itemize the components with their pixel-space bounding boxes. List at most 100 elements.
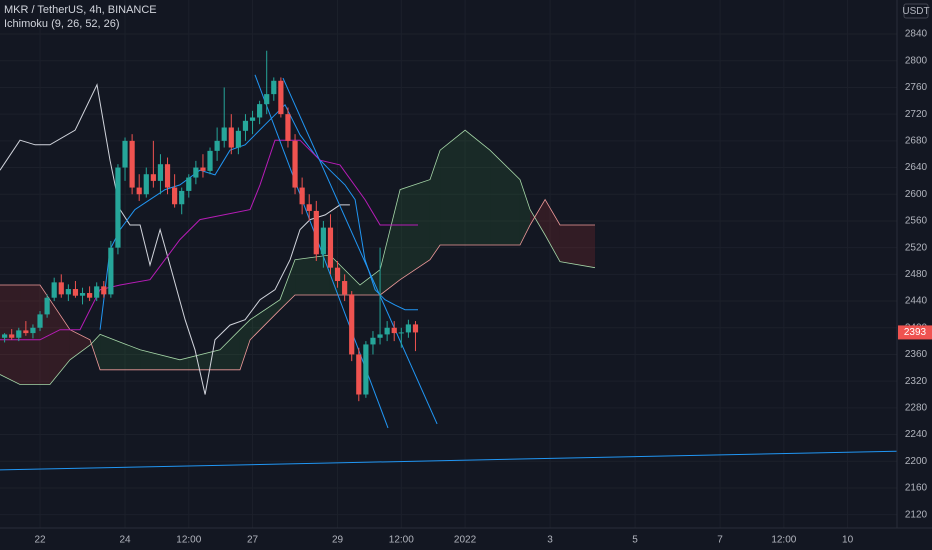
y-tick-label: 2360 (905, 349, 928, 360)
candle-body (242, 120, 249, 131)
candle-body (179, 190, 185, 205)
y-tick-label: 2720 (905, 109, 928, 120)
candle-body (150, 174, 156, 181)
candle-body (87, 293, 93, 298)
candle-body (235, 130, 241, 148)
x-tick-label: 24 (119, 535, 131, 546)
last-price-label: 2393 (904, 327, 927, 338)
candle-body (122, 140, 128, 168)
candle-body (72, 289, 79, 296)
candle-body (79, 293, 86, 296)
candle-body (271, 80, 277, 95)
candle-body (207, 150, 213, 171)
candle-body (143, 174, 149, 195)
candle-body (115, 167, 121, 248)
candle-body (157, 164, 164, 181)
cloud-segment (530, 199, 546, 235)
candle-body (292, 140, 298, 188)
candle-body (129, 140, 135, 188)
candle-body (136, 187, 142, 195)
candle-body (264, 94, 270, 105)
cloud-segment (545, 199, 560, 262)
candle-body (30, 327, 36, 334)
cloud-segment (20, 285, 41, 385)
x-tick-label: 10 (842, 535, 854, 546)
x-tick-label: 12:00 (771, 535, 796, 546)
indicator-line (0, 139, 418, 341)
y-tick-label: 2640 (905, 162, 928, 173)
y-tick-label: 2680 (905, 135, 928, 146)
cloud-segment (440, 130, 466, 245)
last-price-tag (898, 325, 932, 340)
candle-body (9, 334, 15, 338)
y-tick-label: 2320 (905, 376, 928, 387)
leading-span-a (0, 129, 596, 385)
candle-body (299, 187, 305, 205)
x-tick-label: 12:00 (176, 535, 201, 546)
cloud-segment (219, 329, 240, 370)
candle-body (44, 297, 50, 315)
y-tick-label: 2600 (905, 189, 928, 200)
leading-span-b (0, 198, 595, 371)
candle-body (228, 127, 234, 148)
candle-body (94, 286, 100, 298)
x-tick-label: 22 (34, 535, 46, 546)
candle-body (65, 289, 71, 295)
cloud-segment (295, 254, 330, 296)
candle-body (221, 127, 227, 141)
candle-body (327, 227, 334, 268)
candle-body (193, 167, 199, 178)
cloud-segment (559, 224, 596, 268)
cloud-segment (140, 349, 180, 370)
cloud-segment (239, 319, 251, 370)
cloud-segment (380, 189, 401, 296)
trend-line (282, 77, 438, 425)
y-tick-label: 2480 (905, 269, 928, 280)
y-tick-label: 2280 (905, 402, 928, 413)
y-tick-label: 2800 (905, 55, 928, 66)
candle-body (172, 187, 178, 205)
candle-body (51, 282, 57, 298)
candle-body (2, 334, 8, 338)
candle-body (214, 140, 220, 151)
cloud-segment (465, 130, 491, 245)
x-tick-label: 2022 (454, 535, 477, 546)
y-tick-label: 2160 (905, 483, 928, 494)
cloud-segment (279, 259, 296, 310)
x-tick-label: 27 (247, 535, 259, 546)
x-tick-label: 7 (717, 535, 723, 546)
y-tick-label: 2560 (905, 216, 928, 227)
candle-body (16, 330, 22, 338)
candle-body (363, 344, 369, 395)
candle-body (108, 247, 114, 295)
candle-body (37, 314, 43, 328)
y-tick-label: 2120 (905, 509, 928, 520)
cloud-segment (400, 179, 430, 280)
unit-box (903, 3, 929, 19)
candle-body (164, 164, 171, 188)
candle-body (257, 104, 263, 118)
indicator-line (0, 83, 350, 395)
x-tick-label: 12:00 (389, 535, 414, 546)
candle-body (306, 204, 312, 211)
y-tick-label: 2200 (905, 456, 928, 467)
price-unit: USDT (902, 6, 929, 17)
indicator-title: Ichimoku (9, 26, 52, 26) (4, 18, 120, 30)
candle-body (249, 117, 256, 121)
y-tick-label: 2840 (905, 29, 928, 40)
candle-body (313, 210, 319, 255)
candle-body (398, 332, 404, 334)
candle-body (23, 330, 29, 334)
x-tick-label: 29 (332, 535, 344, 546)
y-tick-label: 2520 (905, 242, 928, 253)
indicator-line (99, 103, 418, 330)
cloud-segment (429, 150, 441, 260)
candle-body (320, 227, 326, 255)
y-tick-label: 2440 (905, 296, 928, 307)
cloud-segment (250, 299, 280, 340)
candle-body (101, 286, 107, 295)
